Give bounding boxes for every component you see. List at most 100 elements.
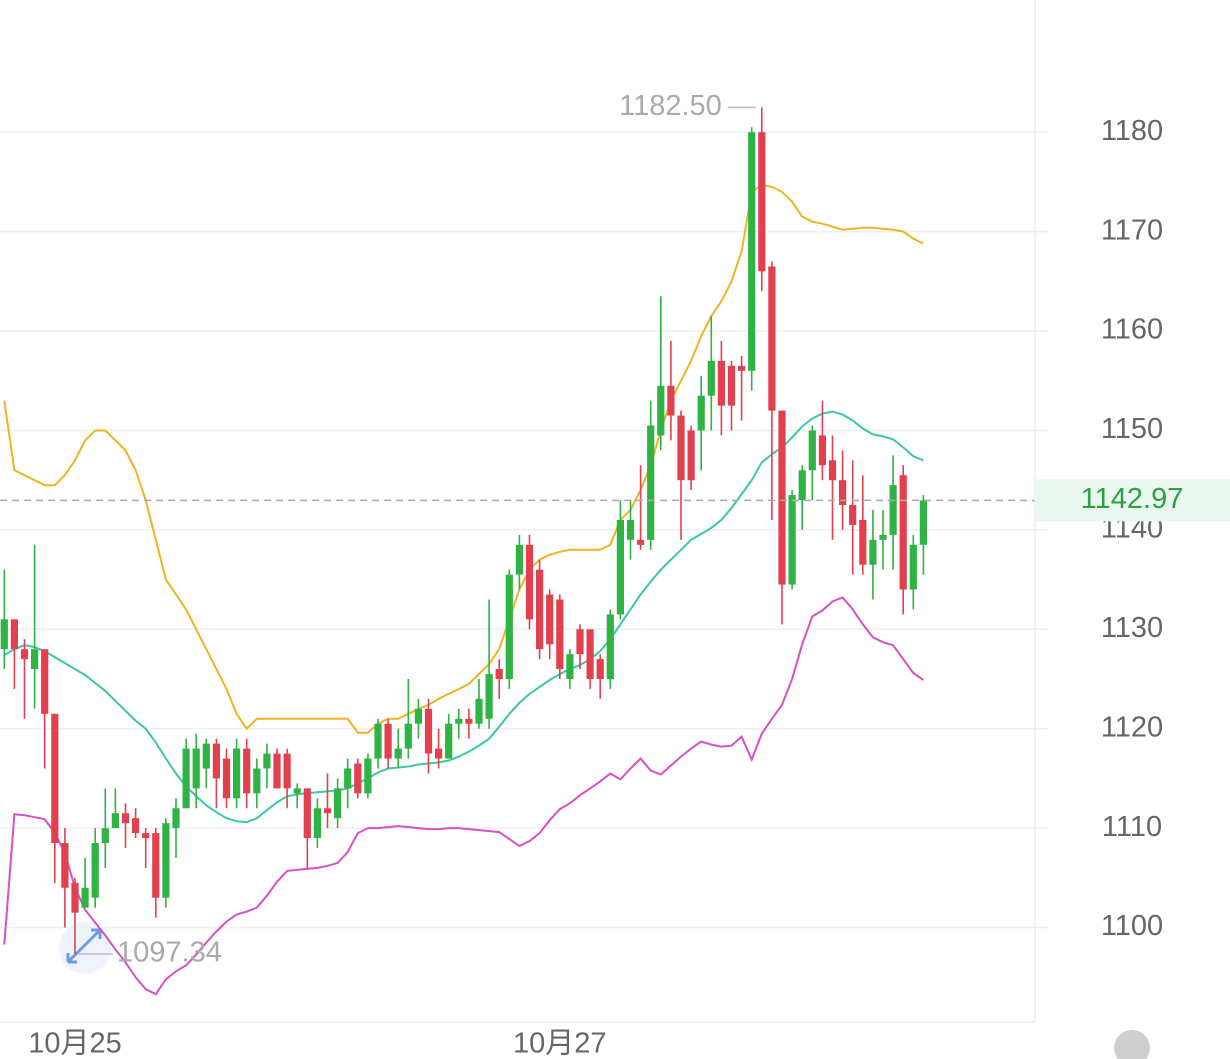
candle-body <box>727 365 736 406</box>
candle-body <box>556 599 564 670</box>
candle-body <box>697 395 705 431</box>
candle-body <box>475 698 483 724</box>
candle-body <box>748 132 756 371</box>
candle-body <box>546 594 554 645</box>
candle-body <box>536 569 544 650</box>
zoom-icon-bg <box>59 922 111 974</box>
candle-body <box>849 505 857 525</box>
candle-body <box>91 843 99 898</box>
candle-body <box>677 415 685 481</box>
candle-body <box>616 519 624 615</box>
x-tick-label: 10月25 <box>28 1028 122 1059</box>
high-marker-label: 1182.50 <box>619 90 722 122</box>
y-tick-label: 1130 <box>1101 612 1163 644</box>
candle-body <box>768 266 776 411</box>
candle-body <box>414 708 422 724</box>
candle-body <box>798 470 806 501</box>
y-tick-label: 1160 <box>1101 314 1163 346</box>
candle-body <box>61 843 69 888</box>
candle-body <box>818 435 826 466</box>
y-tick-label: 1100 <box>1101 910 1163 942</box>
k-button[interactable] <box>1114 1030 1150 1059</box>
candle-body <box>374 723 382 759</box>
candle-body <box>566 654 574 680</box>
candle-body <box>637 539 645 545</box>
y-tick-label: 1110 <box>1102 811 1162 843</box>
candle-body <box>162 823 170 898</box>
candle-body <box>233 748 241 799</box>
candle-body <box>707 360 715 396</box>
candle-body <box>778 410 786 585</box>
candle-body <box>71 882 79 913</box>
candle-body <box>182 748 190 809</box>
candle-body <box>495 669 503 680</box>
candle-body <box>152 833 160 898</box>
candle-body <box>172 808 180 829</box>
candle-body <box>859 519 867 565</box>
candle-body <box>445 723 453 759</box>
candle-body <box>51 713 59 844</box>
candle-body <box>909 544 917 590</box>
last-price-label: 1142.97 <box>1081 483 1184 515</box>
zoom-icon[interactable] <box>66 928 102 964</box>
x-tick-label: 10月27 <box>513 1028 607 1059</box>
candle-body <box>111 813 119 829</box>
candle-body <box>243 748 251 794</box>
candle-body <box>667 385 675 416</box>
last-price-tag <box>1035 479 1230 522</box>
candle-body <box>303 788 311 839</box>
candle-body <box>839 480 847 506</box>
candle-body <box>10 619 18 650</box>
candle-body <box>273 753 281 789</box>
candle-body <box>344 768 352 789</box>
candle-body <box>717 360 725 406</box>
candle-body <box>394 748 402 759</box>
candle-body <box>142 833 150 839</box>
band-line <box>3 410 924 824</box>
y-tick-label: 1120 <box>1101 711 1163 743</box>
candle-body <box>626 519 635 540</box>
candle-body <box>505 574 513 680</box>
candle-body <box>606 614 614 680</box>
candle-body <box>647 425 655 540</box>
candle-body <box>758 132 766 272</box>
candle-body <box>738 365 746 371</box>
candle-body <box>263 753 271 769</box>
candle-body <box>485 674 493 719</box>
candle-body <box>212 743 220 779</box>
candle-body <box>222 758 231 799</box>
y-tick-label: 1150 <box>1101 413 1163 445</box>
candle-body <box>404 723 412 749</box>
candle-body <box>192 748 200 789</box>
candle-body <box>435 748 443 759</box>
candle-body <box>132 818 140 834</box>
candle-body <box>202 743 210 769</box>
candle-body <box>384 723 392 759</box>
candle-body <box>899 475 907 590</box>
candle-body <box>525 544 534 620</box>
low-marker-label: 1097.34 <box>117 937 222 969</box>
band-line <box>3 183 924 734</box>
candle-body <box>687 430 695 481</box>
candle-body <box>364 758 372 794</box>
candle-body <box>788 495 796 585</box>
candle-body <box>31 649 39 670</box>
candle-body <box>515 544 523 575</box>
candle-body <box>41 649 49 714</box>
candle-body <box>101 828 109 844</box>
candle-body <box>283 753 291 789</box>
candle-body <box>253 768 261 794</box>
candle-body <box>828 460 837 481</box>
candle-body <box>0 619 8 650</box>
y-tick-label: 1180 <box>1101 115 1163 147</box>
candle-body <box>121 813 130 824</box>
candle-body <box>586 629 594 680</box>
candle-body <box>354 763 362 794</box>
candle-body <box>889 485 897 535</box>
candle-body <box>576 629 584 655</box>
candle-body <box>424 708 433 754</box>
candle-body <box>455 718 463 724</box>
candle-body <box>313 808 321 839</box>
band-line <box>3 596 924 996</box>
